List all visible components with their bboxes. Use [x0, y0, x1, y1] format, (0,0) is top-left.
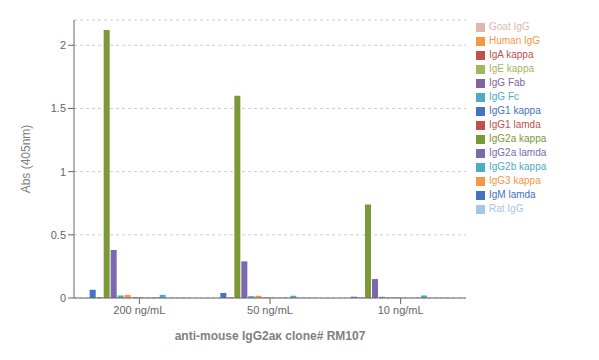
html-text:IgG1 kappa: IgG1 kappa	[489, 105, 541, 116]
html-text:IgG2a lamda: IgG2a lamda	[489, 147, 547, 158]
html-text:IgG1 lamda: IgG1 lamda	[489, 119, 541, 130]
svg-text:Abs (405nm): Abs (405nm)	[19, 125, 33, 194]
html-text:Human IgG: Human IgG	[489, 35, 541, 46]
html-text:IgG Fab: IgG Fab	[489, 77, 526, 88]
svg-text:0.5: 0.5	[51, 229, 66, 241]
html-text:IgE kappa: IgE kappa	[489, 63, 534, 74]
html-text:IgM lamda: IgM lamda	[489, 189, 536, 200]
svg-text:0: 0	[60, 292, 66, 304]
html-text:IgG Fc: IgG Fc	[489, 91, 519, 102]
svg-text:2: 2	[60, 39, 66, 51]
svg-text:1: 1	[60, 166, 66, 178]
html-text:Rat IgG: Rat IgG	[489, 203, 524, 214]
html-text:IgG2b kappa: IgG2b kappa	[489, 161, 547, 172]
svg-text:10 ng/mL: 10 ng/mL	[378, 304, 424, 316]
html-text:IgG3 kappa: IgG3 kappa	[489, 175, 541, 186]
svg-text:200 ng/mL: 200 ng/mL	[113, 304, 165, 316]
html-text:IgG2a kappa: IgG2a kappa	[489, 133, 547, 144]
html-text:Goat IgG: Goat IgG	[489, 21, 530, 32]
html-text:IgA kappa: IgA kappa	[489, 49, 534, 60]
svg-text:anti-mouse IgG2aκ clone# RM107: anti-mouse IgG2aκ clone# RM107	[175, 329, 366, 343]
svg-text:1.5: 1.5	[51, 102, 66, 114]
svg-text:50 ng/mL: 50 ng/mL	[247, 304, 293, 316]
